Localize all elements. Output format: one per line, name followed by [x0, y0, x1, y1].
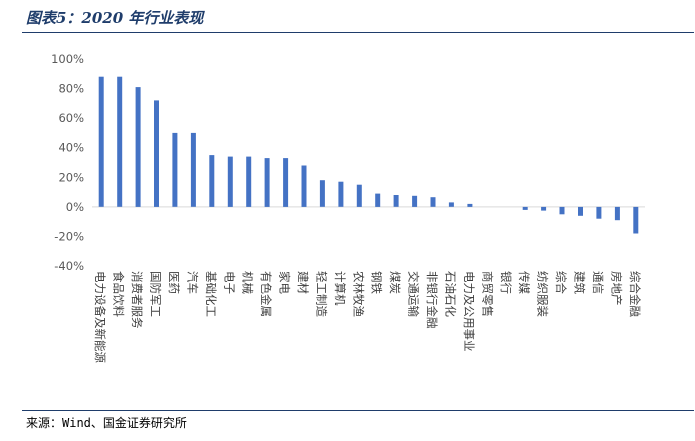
y-axis: -40% -20% 0% 20% 40% 60% 80% 100%	[51, 52, 84, 273]
x-tick-label: 银行	[499, 271, 513, 294]
bar	[98, 76, 104, 207]
x-tick-label: 商贸零售	[480, 271, 494, 317]
bar	[264, 158, 270, 207]
y-tick-label: 80%	[58, 82, 84, 96]
bar	[633, 206, 639, 234]
x-tick-label: 消费者服务	[130, 271, 144, 329]
x-tick-label: 食品饮料	[112, 271, 126, 317]
x-tick-label: 电力设备及新能源	[93, 271, 107, 363]
x-tick-label: 农林牧渔	[351, 271, 365, 317]
figure-title: 图表5：2020 年行业表现	[26, 9, 204, 27]
bar	[319, 180, 325, 207]
bar	[559, 206, 565, 215]
x-tick-label: 基础化工	[204, 271, 218, 317]
x-tick-label: 轻工制造	[314, 271, 328, 317]
bar	[154, 100, 159, 207]
x-tick-label: 交通运输	[407, 271, 421, 317]
bar	[448, 202, 454, 207]
x-tick-label: 机械	[241, 271, 255, 294]
bar	[301, 165, 307, 207]
x-tick-label: 石油石化	[443, 271, 457, 317]
x-tick-label: 电子	[222, 271, 236, 294]
bar	[190, 132, 196, 207]
x-tick-label: 通信	[591, 271, 605, 294]
x-tick-label: 煤炭	[388, 271, 402, 294]
x-tick-label: 国防军工	[149, 271, 163, 317]
x-tick-label: 医药	[167, 271, 181, 294]
x-tick-label: 计算机	[333, 271, 347, 306]
bar	[375, 193, 381, 207]
bar	[541, 206, 547, 211]
x-tick-label: 综合金融	[628, 271, 642, 317]
bar	[412, 195, 418, 207]
bar	[209, 155, 215, 207]
bar	[393, 195, 399, 207]
bar	[578, 206, 583, 216]
x-tick-label: 建材	[296, 271, 310, 294]
y-tick-label: 40%	[58, 141, 84, 155]
bar	[283, 158, 289, 207]
x-tick-label: 汽车	[185, 271, 199, 294]
bar	[135, 87, 141, 207]
y-tick-label: 60%	[58, 111, 84, 125]
y-tick-label: 100%	[51, 52, 84, 66]
x-tick-label: 建筑	[573, 271, 587, 294]
bar	[246, 156, 252, 207]
bar-series	[98, 76, 639, 234]
source-note: 来源：Wind、国金证券研究所	[26, 416, 187, 430]
x-tick-label: 房地产	[609, 271, 623, 306]
bar	[467, 203, 473, 207]
bar	[172, 132, 178, 207]
bar	[614, 206, 620, 221]
x-tick-label: 传媒	[517, 271, 531, 294]
y-tick-label: -20%	[54, 229, 84, 243]
x-tick-label: 纺织服装	[536, 271, 550, 317]
y-tick-label: 0%	[66, 200, 84, 214]
x-tick-label: 电力及公用事业	[462, 271, 476, 352]
source-divider	[22, 410, 694, 411]
bar	[522, 206, 528, 210]
x-tick-label: 非银行金融	[425, 271, 439, 329]
x-tick-label: 钢铁	[370, 271, 384, 294]
bar	[430, 197, 436, 207]
y-tick-label: 20%	[58, 170, 84, 184]
x-tick-label: 有色金属	[259, 271, 273, 317]
bar	[338, 181, 344, 207]
x-axis-labels: 电力设备及新能源 食品饮料 消费者服务 国防军工 医药 汽车 基础化工 电子 机械 有色金属 家电建…	[93, 271, 642, 363]
bar	[356, 184, 362, 207]
bar	[596, 206, 602, 219]
bar	[227, 156, 233, 207]
y-tick-label: -40%	[54, 259, 84, 273]
bar	[117, 76, 123, 207]
title-divider	[22, 32, 694, 33]
x-tick-label: 综合	[554, 271, 568, 294]
x-tick-label: 家电	[278, 271, 292, 294]
